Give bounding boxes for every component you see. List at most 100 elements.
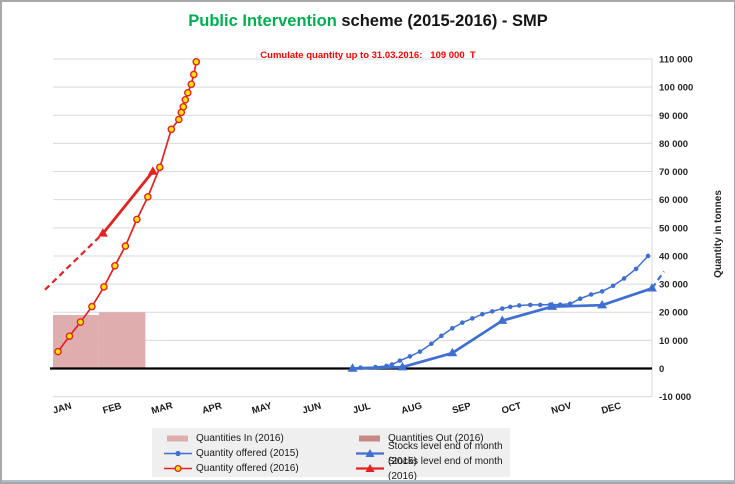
- legend-label: Quantity offered (2015): [196, 448, 299, 459]
- series-dashed-lead: [44, 232, 104, 291]
- marker-dot: [429, 341, 434, 347]
- y-tick-label: 100 000: [659, 83, 693, 94]
- marker-ring: [88, 302, 96, 311]
- marker-ring: [76, 318, 85, 326]
- y-tick-label: 90 000: [659, 111, 688, 122]
- marker-ring: [111, 262, 119, 270]
- marker-dot: [537, 302, 543, 308]
- marker-ring: [167, 125, 176, 134]
- y-tick-label: 30 000: [659, 280, 688, 291]
- y-tick-label: 0: [659, 364, 664, 375]
- marker-dot: [450, 325, 455, 331]
- marker-ring: [144, 193, 152, 201]
- marker-dot: [599, 289, 605, 294]
- marker-ring: [121, 242, 130, 250]
- series-dashed-ext: [651, 270, 665, 289]
- marker-ring: [133, 215, 141, 224]
- y-tick-label: 80 000: [659, 139, 688, 150]
- chart-title-highlight: Public Intervention: [188, 12, 342, 30]
- marker-triangle: [647, 283, 657, 292]
- y-tick-label: 50 000: [659, 223, 688, 234]
- x-tick-label: FEB: [102, 401, 123, 417]
- marker-triangle: [447, 347, 458, 357]
- y-tick-label: 10 000: [659, 336, 688, 347]
- series-line-stocks_2015: [352, 287, 653, 370]
- marker-ring: [183, 88, 192, 97]
- marker-ring: [174, 115, 183, 124]
- legend-swatch-bar: [359, 435, 380, 442]
- legend-item: Quantities In (2016): [164, 431, 356, 446]
- marker-dot: [384, 363, 389, 369]
- legend-swatch-line-dot: [164, 450, 192, 457]
- quantity-bar: [98, 312, 146, 369]
- marker-ring: [179, 103, 188, 111]
- legend-label: Stocks level end of month (2015): [388, 440, 503, 467]
- marker-triangle: [97, 228, 108, 237]
- x-tick-label: OCT: [500, 400, 522, 416]
- marker-dot: [460, 320, 465, 325]
- y-tick-label: 40 000: [659, 251, 688, 262]
- series-line-stocks_2016: [101, 170, 154, 235]
- marker-dot: [547, 302, 553, 307]
- x-tick-label: JUN: [301, 401, 322, 417]
- marker-ring: [187, 80, 196, 89]
- marker-triangle: [347, 363, 358, 372]
- marker-ring: [156, 163, 164, 172]
- legend-label: Quantities Out (2016): [388, 433, 484, 444]
- marker-dot: [610, 283, 616, 289]
- legend-item: Stocks level end of month (2016): [356, 456, 510, 482]
- marker-dot: [588, 292, 594, 297]
- marker-dot: [527, 302, 533, 308]
- marker-triangle: [397, 361, 408, 371]
- y-tick-label: -10 000: [659, 392, 691, 403]
- x-tick-label: DEC: [600, 401, 622, 417]
- x-tick-label: JUL: [352, 401, 372, 417]
- chart-title: Public Intervention scheme (2015-2016) -…: [2, 12, 734, 31]
- x-tick-label: JAN: [52, 401, 73, 417]
- marker-dot: [621, 276, 627, 281]
- x-tick-label: MAR: [150, 400, 174, 417]
- legend-swatch-bar: [167, 435, 188, 442]
- y-tick-label: 60 000: [659, 195, 688, 206]
- series-line-offered_2016: [57, 61, 198, 353]
- marker-dot: [557, 302, 563, 307]
- marker-triangle: [497, 315, 508, 324]
- marker-ring: [100, 283, 108, 291]
- marker-dot: [480, 311, 485, 317]
- marker-dot: [633, 266, 639, 272]
- x-tick-label: APR: [201, 401, 223, 417]
- marker-dot: [470, 316, 475, 321]
- marker-dot: [645, 253, 651, 259]
- marker-ring: [192, 58, 201, 66]
- x-tick-label: NOV: [550, 400, 573, 416]
- quantity-bar: [53, 315, 99, 369]
- marker-dot: [489, 309, 495, 314]
- marker-ring: [189, 70, 198, 79]
- chart-legend: Quantities In (2016) Quantity offered (20…: [152, 428, 510, 482]
- marker-dot: [373, 364, 378, 370]
- legend-item: Stocks level end of month (2015): [356, 441, 510, 467]
- marker-dot: [417, 349, 423, 354]
- legend-item: Quantities Out (2016): [356, 431, 510, 446]
- marker-dot: [499, 306, 505, 311]
- marker-ring: [181, 96, 190, 104]
- marker-dot: [397, 358, 403, 363]
- legend-item: Quantity offered (2016): [164, 461, 356, 476]
- x-tick-label: MAY: [251, 400, 274, 416]
- legend-label: Quantities In (2016): [196, 433, 284, 444]
- marker-triangle: [147, 166, 158, 175]
- marker-dot: [567, 301, 573, 307]
- x-tick-label: SEP: [451, 401, 473, 417]
- legend-label: Stocks level end of month (2016): [388, 455, 503, 482]
- legend-swatch-line-tri: [356, 464, 384, 472]
- legend-label: Quantity offered (2016): [196, 463, 299, 474]
- marker-dot: [507, 304, 513, 310]
- marker-dot: [439, 333, 444, 339]
- chart-title-rest: scheme (2015-2016) - SMP: [341, 12, 548, 30]
- y-tick-label: 70 000: [659, 167, 688, 178]
- marker-ring: [54, 347, 62, 356]
- legend-swatch-line-ring: [164, 464, 192, 473]
- marker-triangle: [597, 299, 608, 309]
